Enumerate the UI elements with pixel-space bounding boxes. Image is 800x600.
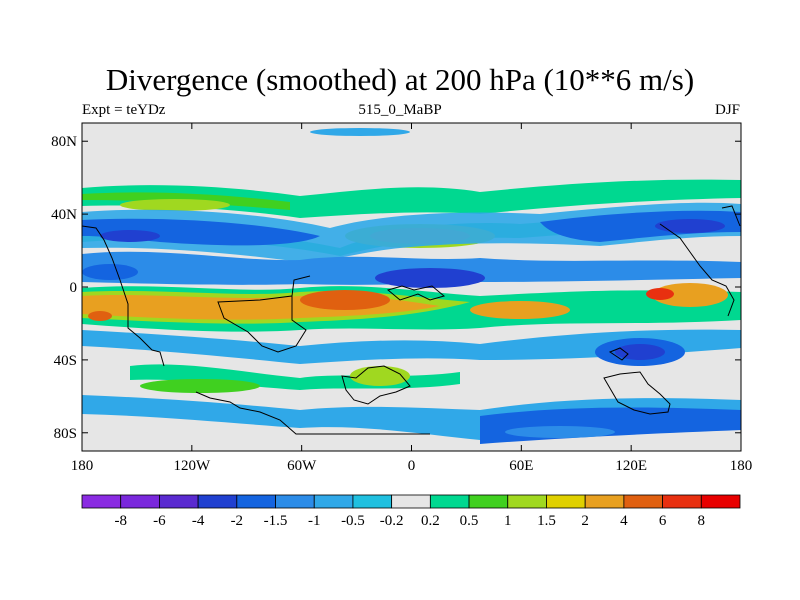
colorbar-label: -4 <box>192 513 205 529</box>
colorbar-label: 8 <box>698 513 706 529</box>
contour-region <box>540 210 741 242</box>
colorbar-swatch <box>546 494 586 509</box>
lat-tick-label: 40S <box>54 353 77 369</box>
contour-region <box>100 230 160 242</box>
coastline <box>82 225 165 367</box>
coastline <box>659 223 735 317</box>
colorbar-label: 2 <box>581 513 589 529</box>
colorbar-label: -0.5 <box>341 513 365 529</box>
colorbar-swatch <box>700 494 741 509</box>
contour-region <box>300 290 390 310</box>
colorbar-swatch <box>584 494 625 509</box>
lon-tick-label: 120E <box>615 458 647 474</box>
colorbar-label: -1.5 <box>264 513 288 529</box>
colorbar-label: -6 <box>153 513 166 529</box>
contour-region <box>82 329 741 364</box>
contour-region <box>470 301 570 319</box>
colorbar-label: 6 <box>659 513 667 529</box>
colorbar-swatch <box>81 494 122 509</box>
colorbar-swatch <box>236 494 276 509</box>
contour-region <box>375 268 485 288</box>
coastline <box>603 371 671 415</box>
lon-tick-label: 60E <box>509 458 533 474</box>
colorbar-swatch <box>275 494 315 509</box>
colorbar-label: -0.2 <box>380 513 404 529</box>
colorbar-swatch <box>159 494 199 509</box>
period-label: 515_0_MaBP <box>358 102 442 118</box>
colorbar: -8 -6 -4 -2 -1.5 -1 -0.5 -0.2 0.2 0.5 1 1.5 2 4 6 8 <box>81 494 741 529</box>
colorbar-swatch <box>623 494 663 509</box>
colorbar-label: 4 <box>620 513 628 529</box>
lat-tick-label: 0 <box>70 280 78 296</box>
colorbar-swatch <box>391 494 431 509</box>
contour-region <box>82 264 138 280</box>
contour-region <box>82 179 741 218</box>
colorbar-swatch <box>468 494 509 509</box>
coastline <box>217 295 307 353</box>
coastline <box>608 347 629 361</box>
colorbar-swatch <box>429 494 470 509</box>
divergence-field <box>82 123 741 451</box>
colorbar-label: -8 <box>114 513 127 529</box>
colorbar-label: 1.5 <box>537 513 556 529</box>
colorbar-swatch <box>197 494 238 509</box>
lon-tick-label: 120W <box>173 458 211 474</box>
contour-region <box>120 199 230 211</box>
season-label: DJF <box>714 102 740 118</box>
contour-region <box>646 288 674 300</box>
contour-region <box>140 379 260 393</box>
coastline <box>386 285 446 301</box>
contour-region <box>88 311 112 321</box>
coastline <box>195 391 430 435</box>
lat-tick-label: 80S <box>54 426 77 442</box>
lon-tick-label: 180 <box>730 458 753 474</box>
colorbar-label: 0.5 <box>460 513 479 529</box>
contour-region <box>615 344 665 360</box>
lon-tick-label: 60W <box>287 458 317 474</box>
coastline <box>721 205 741 227</box>
colorbar-swatch <box>507 494 547 509</box>
contour-region <box>652 283 728 307</box>
colorbar-swatch <box>662 494 702 509</box>
experiment-label: Expt = teYDz <box>82 102 166 118</box>
contour-region <box>82 202 741 262</box>
colorbar-swatch <box>313 494 354 509</box>
coastline-outlines <box>82 205 741 435</box>
lon-tick-label: 180 <box>71 458 94 474</box>
coastline <box>291 275 311 297</box>
axes: 180 120W 60W 0 60E 120E 180 80N 40N 0 40S 80S <box>51 123 752 474</box>
lat-tick-label: 40N <box>51 207 77 223</box>
contour-region <box>310 128 410 136</box>
colorbar-swatch <box>120 494 160 509</box>
contour-region <box>655 219 725 233</box>
lon-tick-label: 0 <box>408 458 416 474</box>
map-title: Divergence (smoothed) at 200 hPa (10**6 … <box>105 62 695 97</box>
contour-region <box>505 426 615 438</box>
contour-region <box>82 251 741 285</box>
colorbar-swatch <box>352 494 393 509</box>
coastline <box>341 365 411 405</box>
colorbar-label: 1 <box>504 513 512 529</box>
colorbar-label: -1 <box>308 513 321 529</box>
colorbar-label: -2 <box>231 513 244 529</box>
colorbar-label: 0.2 <box>421 513 440 529</box>
lat-tick-label: 80N <box>51 134 77 150</box>
